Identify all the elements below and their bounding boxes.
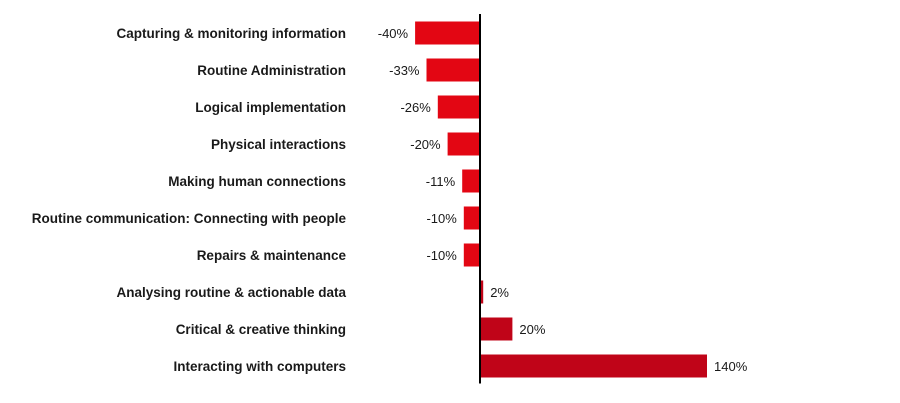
category-label: Capturing & monitoring information — [117, 26, 346, 41]
value-label: -40% — [378, 26, 409, 41]
category-label: Repairs & maintenance — [197, 248, 347, 263]
bar — [437, 95, 480, 119]
category-label: Routine Administration — [197, 63, 346, 78]
category-label: Making human connections — [168, 174, 346, 189]
value-label: -10% — [426, 211, 457, 226]
value-label: -33% — [389, 63, 420, 78]
bar — [480, 317, 513, 341]
value-label: 140% — [714, 359, 748, 374]
bar — [426, 58, 480, 82]
value-label: -10% — [426, 248, 457, 263]
value-label: 2% — [490, 285, 509, 300]
bar — [462, 169, 480, 193]
category-label: Interacting with computers — [173, 359, 346, 374]
value-label: -20% — [410, 137, 441, 152]
bar — [480, 354, 707, 378]
value-label: -11% — [426, 174, 456, 189]
bar — [415, 21, 480, 45]
category-label: Logical implementation — [195, 100, 346, 115]
category-label: Critical & creative thinking — [176, 322, 346, 337]
value-label: -26% — [400, 100, 431, 115]
category-label: Physical interactions — [211, 137, 346, 152]
bar — [480, 280, 484, 304]
bar — [447, 132, 480, 156]
bar — [463, 243, 480, 267]
category-label: Analysing routine & actionable data — [116, 285, 346, 300]
value-label: 20% — [519, 322, 545, 337]
category-label: Routine communication: Connecting with p… — [32, 211, 347, 226]
bar — [463, 206, 480, 230]
